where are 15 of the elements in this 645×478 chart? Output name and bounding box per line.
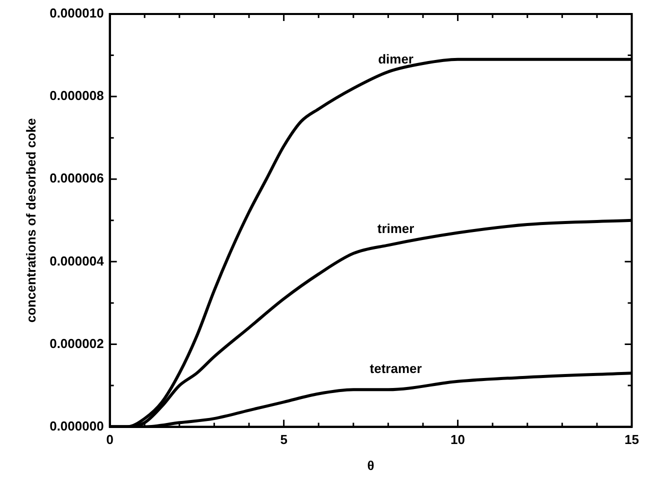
x-tick-label: 5 — [280, 432, 288, 448]
y-axis-title: concentrations of desorbed coke — [23, 118, 38, 323]
y-tick-label: 0.000008 — [50, 88, 104, 104]
series-label: dimer — [378, 52, 414, 67]
x-tick-label: 0 — [106, 432, 114, 448]
y-tick-label: 0.000000 — [50, 418, 104, 434]
y-tick-label: 0.000006 — [50, 170, 104, 186]
y-tick-label: 0.000004 — [50, 253, 105, 268]
x-tick-label: 10 — [450, 432, 466, 448]
x-tick-label: 15 — [624, 432, 640, 448]
x-axis-title: θ — [367, 458, 374, 473]
y-tick-label: 0.000002 — [50, 336, 104, 351]
series-label: tetramer — [370, 361, 422, 376]
series-label: trimer — [377, 220, 414, 236]
y-tick-label: 0.000010 — [50, 6, 104, 21]
